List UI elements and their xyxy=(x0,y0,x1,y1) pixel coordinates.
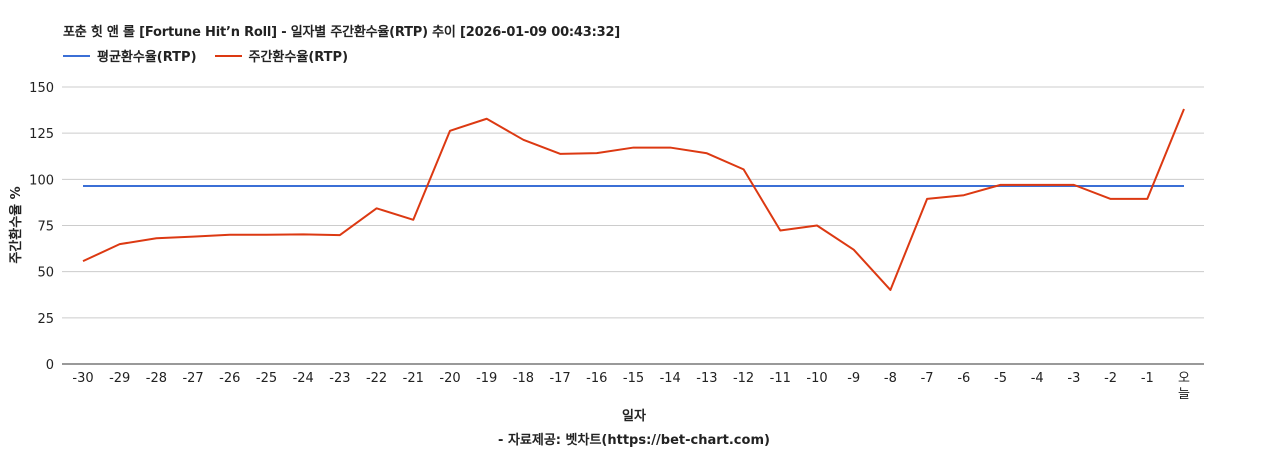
x-tick-label: -21 xyxy=(403,371,424,386)
legend-swatch-weekly xyxy=(214,54,242,57)
legend-label-weekly: 주간환수율(RTP) xyxy=(248,50,349,65)
x-tick-label: -12 xyxy=(733,371,754,386)
legend-item-average[interactable]: 평균환수율(RTP) xyxy=(63,46,197,65)
x-tick-label: -9 xyxy=(847,371,860,386)
x-tick-label: -18 xyxy=(513,371,534,386)
y-tick-label: 25 xyxy=(37,312,54,327)
x-tick-label: -26 xyxy=(219,371,240,386)
y-tick-label: 125 xyxy=(29,127,54,142)
x-tick-label: -2 xyxy=(1104,371,1117,386)
x-tick-label: -29 xyxy=(109,371,130,386)
legend-item-weekly[interactable]: 주간환수율(RTP) xyxy=(214,46,349,65)
x-tick-label: -19 xyxy=(476,371,497,386)
legend-label-average: 평균환수율(RTP) xyxy=(97,50,197,65)
legend-swatch-average xyxy=(63,54,90,57)
y-tick-label: 150 xyxy=(29,81,54,96)
x-tick-label: -13 xyxy=(696,371,717,386)
x-tick-label: -5 xyxy=(994,371,1007,386)
x-tick-label: -10 xyxy=(806,371,827,386)
x-axis-title: 일자 xyxy=(622,409,646,424)
x-tick-label: -27 xyxy=(182,371,203,386)
chart-title: 포춘 힛 앤 롤 [Fortune Hit’n Roll] - 일자별 주간환수… xyxy=(63,25,621,40)
y-tick-label: 50 xyxy=(37,266,54,281)
x-tick-label: 늘 xyxy=(1178,387,1190,402)
y-tick-label: 75 xyxy=(37,220,54,235)
x-tick-label: -6 xyxy=(957,371,970,386)
x-tick-label: -8 xyxy=(884,371,897,386)
y-tick-label: 100 xyxy=(29,173,54,188)
x-tick-label: -20 xyxy=(439,371,460,386)
x-tick-label: -22 xyxy=(366,371,387,386)
x-tick-label: -7 xyxy=(921,371,934,386)
legend: 평균환수율(RTP) 주간환수율(RTP) xyxy=(63,46,348,65)
x-tick-label: -25 xyxy=(256,371,277,386)
x-tick-label: -11 xyxy=(770,371,791,386)
x-tick-label: -30 xyxy=(72,371,93,386)
series-line-weekly xyxy=(82,108,1185,291)
x-tick-label: -3 xyxy=(1067,371,1080,386)
x-tick-label: -23 xyxy=(329,371,350,386)
x-tick-label: -1 xyxy=(1141,371,1154,386)
x-tick-label: -24 xyxy=(293,371,314,386)
y-axis-title: 주간환수율 % xyxy=(8,186,24,263)
x-tick-label: 오 xyxy=(1178,371,1190,386)
x-tick-label: -28 xyxy=(146,371,167,386)
x-tick-label: -14 xyxy=(660,371,681,386)
source-credit: - 자료제공: 벳차트(https://bet-chart.com) xyxy=(498,433,770,448)
x-tick-label: -16 xyxy=(586,371,607,386)
x-tick-label: -17 xyxy=(549,371,570,386)
y-tick-label: 0 xyxy=(46,358,54,373)
x-tick-label: -4 xyxy=(1031,371,1044,386)
x-tick-label: -15 xyxy=(623,371,644,386)
